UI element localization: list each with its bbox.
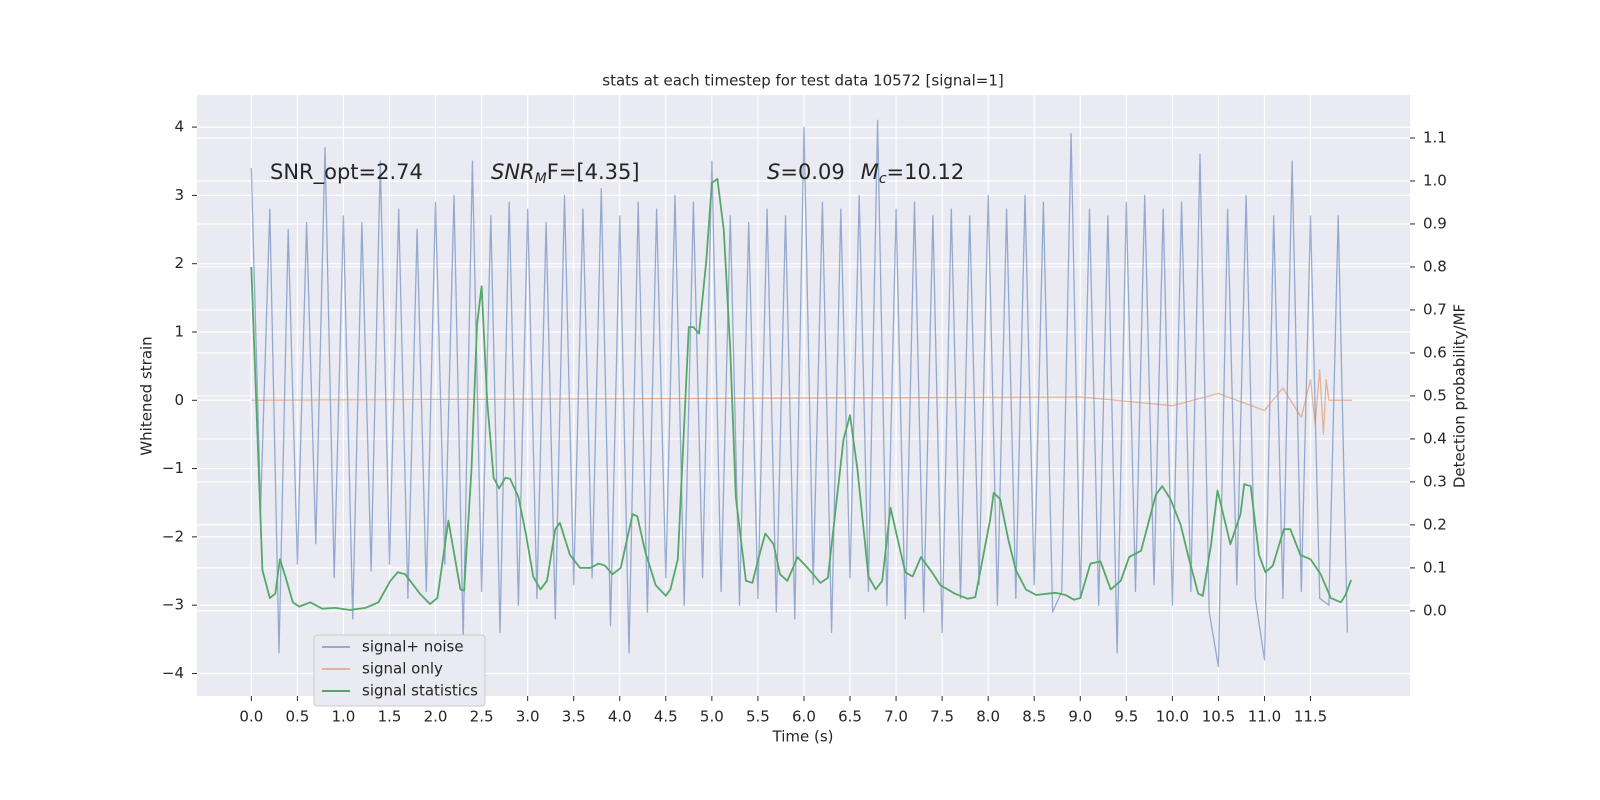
annotation-part: M [861, 160, 879, 184]
x-tick-label: 8.0 [976, 708, 1000, 726]
x-tick-label: 2.5 [470, 708, 494, 726]
y2-tick-label: 0.3 [1423, 472, 1447, 490]
y-tick-label: 2 [174, 254, 184, 272]
legend-label: signal+ noise [362, 638, 464, 656]
x-tick-label: 5.0 [700, 708, 724, 726]
y-tick-label: −3 [162, 596, 184, 614]
annotation-part: c [879, 171, 887, 187]
x-tick-label: 6.5 [838, 708, 862, 726]
y2-tick-label: 0.7 [1423, 300, 1447, 318]
series-line [251, 368, 1352, 436]
annotation-part: SNR [491, 160, 535, 184]
annotation: SNR_opt=2.74 [270, 160, 423, 185]
x-tick-label: 11.0 [1248, 708, 1281, 726]
x-tick-label: 3.5 [562, 708, 586, 726]
y2-tick-label: 1.1 [1423, 128, 1447, 146]
y2-tick-label: 0.0 [1423, 601, 1447, 619]
y2-tick-label: 1.0 [1423, 171, 1447, 189]
annotation: S=0.09 Mc=10.12 [767, 160, 964, 187]
x-tick-label: 1.0 [332, 708, 356, 726]
legend-box [313, 634, 486, 707]
y2-tick-label: 0.4 [1423, 429, 1447, 447]
annotation-part: M [535, 171, 547, 187]
y-tick-label: −1 [162, 459, 184, 477]
chart-title: stats at each timestep for test data 105… [602, 72, 1003, 90]
annotation-part: F=[4.35] [547, 160, 640, 184]
annotation: SNRMF=[4.35] [491, 160, 640, 187]
x-tick-label: 4.5 [654, 708, 678, 726]
y2-tick-label: 0.1 [1423, 558, 1447, 576]
x-tick-label: 10.0 [1156, 708, 1189, 726]
x-tick-label: 8.5 [1022, 708, 1046, 726]
annotation-part: =0.09 [780, 160, 844, 184]
y-tick-label: −2 [162, 527, 184, 545]
series-line [250, 177, 1352, 611]
series-line [250, 119, 1349, 668]
y-axis-label: Whitened strain [138, 336, 156, 455]
x-tick-label: 10.5 [1202, 708, 1235, 726]
x-tick-label: 0.0 [239, 708, 263, 726]
x-tick-label: 9.5 [1114, 708, 1138, 726]
x-tick-label: 7.0 [884, 708, 908, 726]
y-tick-label: 4 [174, 118, 184, 136]
y2-tick-label: 0.2 [1423, 515, 1447, 533]
y-tick-label: 1 [174, 322, 184, 340]
x-tick-label: 0.5 [285, 708, 309, 726]
annotation-part: SNR_opt=2.74 [270, 160, 423, 185]
x-tick-label: 3.0 [516, 708, 540, 726]
x-axis-label: Time (s) [772, 728, 834, 746]
annotation-part: S [767, 160, 780, 184]
x-tick-label: 11.5 [1294, 708, 1327, 726]
y2-tick-label: 0.8 [1423, 257, 1447, 275]
x-tick-label: 9.0 [1068, 708, 1092, 726]
legend-label: signal statistics [362, 682, 478, 700]
y2-tick-label: 0.6 [1423, 343, 1447, 361]
x-tick-label: 5.5 [746, 708, 770, 726]
y2-tick-label: 0.9 [1423, 214, 1447, 232]
y-tick-label: 0 [174, 391, 184, 409]
x-tick-label: 6.0 [792, 708, 816, 726]
legend-label: signal only [362, 660, 443, 678]
y-tick-label: −4 [162, 664, 184, 682]
x-tick-label: 2.0 [424, 708, 448, 726]
y2-tick-label: 0.5 [1423, 386, 1447, 404]
y-tick-label: 3 [174, 186, 184, 204]
annotation-part: =10.12 [887, 160, 965, 184]
x-tick-label: 7.5 [930, 708, 954, 726]
y2-axis-label: Detection probability/MF [1451, 304, 1469, 488]
x-tick-label: 4.0 [608, 708, 632, 726]
x-tick-label: 1.5 [378, 708, 402, 726]
